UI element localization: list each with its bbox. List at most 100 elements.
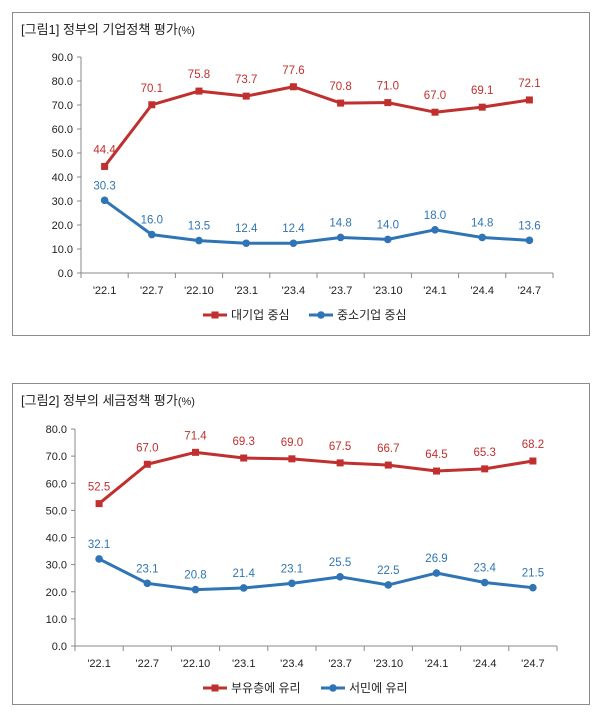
x-tick-label: '22.7	[140, 285, 164, 297]
y-tick-label: 80.0	[46, 424, 67, 436]
data-point	[529, 457, 537, 465]
data-point	[289, 83, 297, 91]
x-tick-label: '22.10	[184, 285, 214, 297]
x-tick-label: '24.1	[425, 658, 449, 670]
chart-title: [그림1] 정부의 기업정책 평가(%)	[21, 19, 195, 38]
data-label: 14.0	[377, 219, 399, 231]
y-tick-label: 0.0	[52, 641, 67, 653]
data-label: 22.5	[377, 565, 399, 577]
data-point	[143, 579, 152, 588]
data-point	[525, 236, 534, 245]
data-label: 13.5	[188, 221, 210, 233]
data-label: 67.5	[329, 441, 351, 453]
y-tick-label: 90.0	[52, 52, 73, 64]
data-point	[288, 455, 296, 463]
x-tick-label: '23.7	[329, 285, 353, 297]
data-point	[191, 585, 200, 594]
data-point	[481, 465, 489, 473]
chart-title-text: [그림1] 정부의 기업정책 평가	[21, 22, 178, 37]
data-label: 72.1	[518, 78, 540, 90]
data-point	[289, 239, 298, 248]
x-tick-label: '24.4	[473, 658, 497, 670]
data-point	[384, 99, 392, 107]
x-tick-label: '22.1	[87, 658, 111, 670]
legend-label: 부유층에 유리	[231, 681, 301, 695]
data-point	[337, 99, 345, 107]
data-label: 23.1	[136, 563, 158, 575]
data-point	[384, 235, 392, 244]
y-tick-label: 60.0	[46, 478, 67, 490]
chart-1: 0.0 10.0 20.0 30.0 40.0 50.0 60.0 70.0 80.0 90.0 '…	[52, 52, 554, 322]
data-point	[95, 555, 103, 563]
x-tick-label: '23.1	[232, 658, 256, 670]
chart-panel-1: [그림1] 정부의 기업정책 평가(%) 0.0 10.0 20.0 30.0 40.0…	[12, 12, 590, 336]
data-label: 70.8	[329, 81, 351, 93]
x-tick-label: '23.7	[328, 658, 352, 670]
data-point	[384, 461, 392, 469]
y-tick-label: 70.0	[52, 100, 73, 112]
data-point	[480, 578, 489, 587]
data-label: 68.2	[522, 439, 544, 451]
y-tick-label: 50.0	[46, 505, 67, 517]
data-label: 23.4	[474, 563, 497, 575]
y-tick-label: 40.0	[52, 172, 73, 184]
x-tick-label: '24.7	[518, 285, 542, 297]
data-point	[239, 584, 248, 592]
chart-unit: (%)	[177, 396, 195, 408]
x-tick-label: '23.1	[234, 285, 258, 297]
data-point	[432, 569, 441, 577]
x-tick-label: '22.7	[136, 658, 160, 670]
x-tick-label: '22.1	[93, 285, 117, 297]
data-label: 32.1	[88, 539, 110, 551]
x-tick-label: '24.7	[521, 658, 545, 670]
legend-label: 서민에 유리	[349, 681, 408, 695]
y-tick-label: 40.0	[46, 533, 67, 545]
y-tick-label: 10.0	[52, 244, 73, 256]
series-line	[98, 557, 534, 592]
legend-marker	[329, 684, 337, 692]
y-tick-label: 30.0	[52, 196, 73, 208]
data-point	[95, 500, 103, 508]
data-label: 69.1	[471, 85, 493, 97]
legend: 부유층에 유리 서민에 유리	[203, 681, 408, 695]
data-point	[195, 236, 203, 245]
series-line	[103, 199, 530, 245]
data-point	[384, 581, 393, 589]
data-label: 64.5	[425, 449, 447, 461]
data-label: 13.6	[518, 220, 540, 232]
legend-marker	[211, 684, 219, 692]
data-point	[336, 573, 344, 581]
data-label: 18.0	[424, 210, 446, 222]
x-tick-label: '23.10	[373, 285, 403, 297]
y-tick-label: 10.0	[46, 614, 67, 626]
chart-unit: (%)	[177, 25, 195, 37]
chart-title: [그림2] 정부의 세금정책 평가(%)	[21, 390, 195, 409]
data-label: 67.0	[424, 90, 446, 102]
data-label: 52.5	[88, 482, 110, 494]
data-point	[433, 467, 440, 475]
y-tick-label: 80.0	[52, 76, 73, 88]
data-point	[195, 87, 203, 95]
data-point	[100, 196, 109, 205]
y-tick-label: 0.0	[58, 268, 73, 280]
data-point	[148, 101, 156, 109]
legend-marker	[211, 311, 219, 319]
data-label: 25.5	[329, 557, 351, 569]
data-label: 75.8	[188, 69, 210, 81]
legend-label: 중소기업 중심	[337, 308, 407, 322]
x-tick-label: '23.4	[282, 285, 306, 297]
series-line	[103, 85, 530, 168]
data-point	[529, 583, 537, 592]
y-tick-label: 20.0	[52, 220, 73, 232]
data-point	[478, 103, 486, 111]
data-label: 21.5	[522, 568, 544, 580]
data-label: 65.3	[474, 447, 496, 459]
y-tick-label: 60.0	[52, 124, 73, 136]
data-label: 69.3	[233, 436, 255, 448]
x-tick-label: '22.10	[181, 658, 211, 670]
data-point	[525, 96, 533, 104]
data-label: 44.4	[93, 144, 116, 156]
y-tick-label: 20.0	[46, 587, 67, 599]
data-label: 69.0	[281, 437, 303, 449]
data-label: 26.9	[425, 553, 447, 565]
